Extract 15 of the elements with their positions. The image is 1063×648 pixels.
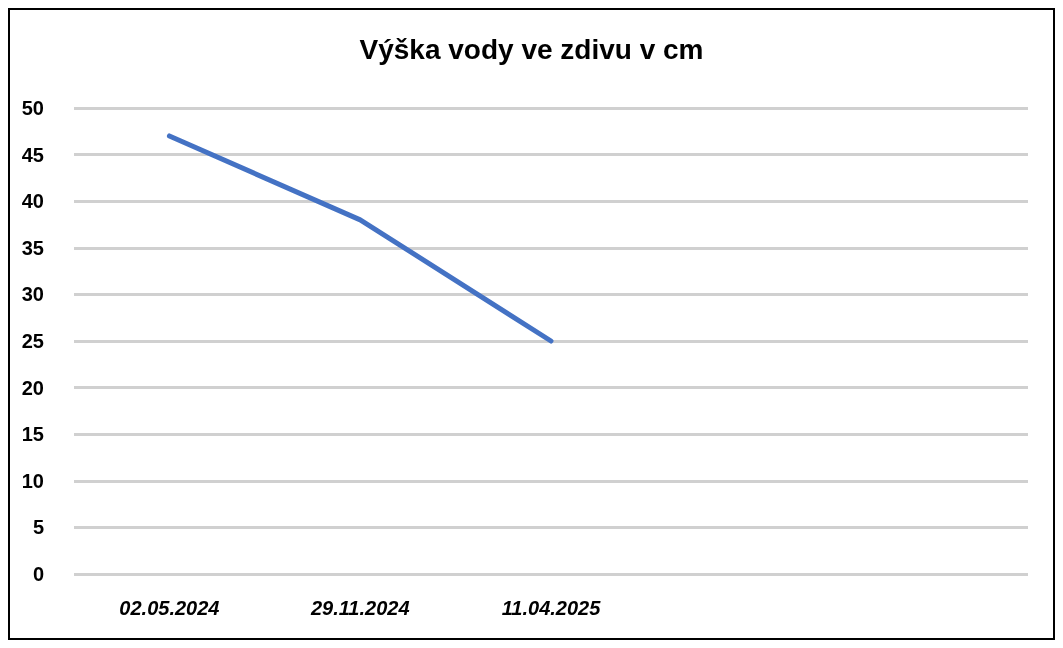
y-tick-label: 25 — [21, 330, 44, 352]
x-tick-label: 11.04.2025 — [501, 597, 602, 619]
y-tick-label: 10 — [21, 469, 44, 492]
y-tick-label: 35 — [21, 236, 44, 259]
y-tick-label: 40 — [21, 190, 44, 213]
chart-title: Výška vody ve zdivu v cm — [359, 33, 704, 65]
y-tick-label: 50 — [21, 97, 44, 119]
x-tick-label: 29.11.2024 — [309, 597, 410, 619]
x-tick-label: 02.05.2024 — [119, 597, 220, 619]
y-tick-label: 20 — [21, 376, 44, 399]
y-tick-label: 30 — [21, 283, 44, 306]
y-tick-label: 0 — [32, 563, 44, 585]
y-tick-label: 5 — [32, 516, 44, 539]
y-tick-label: 45 — [21, 143, 44, 166]
y-tick-label: 15 — [21, 423, 44, 446]
